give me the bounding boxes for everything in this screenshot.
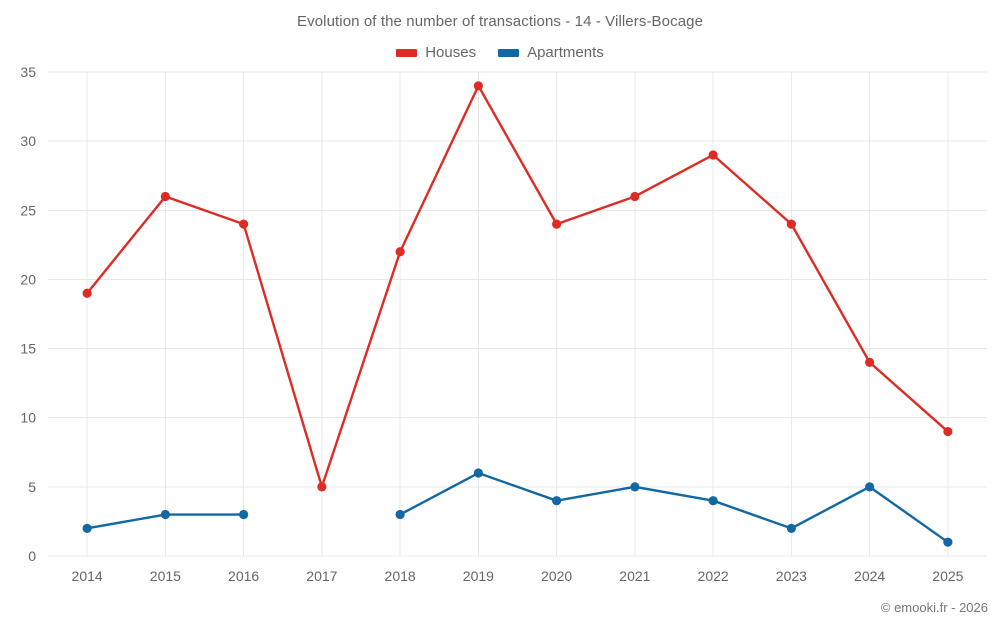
data-point-houses[interactable]	[317, 482, 327, 492]
legend-item-houses[interactable]: Houses	[396, 44, 476, 61]
data-point-apartments[interactable]	[160, 509, 170, 520]
data-point-houses[interactable]	[943, 426, 953, 437]
chart-title: Evolution of the number of transactions …	[296, 13, 704, 30]
x-axis-tick-label: 2024	[854, 568, 885, 584]
x-axis-tick-label: 2022	[698, 568, 729, 584]
y-axis-tick-label: 15	[20, 341, 36, 357]
data-point-apartments[interactable]	[552, 496, 562, 506]
data-point-houses[interactable]	[552, 219, 562, 229]
legend-label-houses: Houses	[425, 44, 477, 61]
data-point-apartments[interactable]	[943, 537, 953, 547]
y-axis-tick-label: 30	[20, 133, 36, 149]
series-line-houses	[85, 84, 950, 489]
data-point-houses[interactable]	[473, 81, 483, 91]
legend-label-apartments: Apartments	[527, 44, 604, 61]
x-axis-tick-label: 2017	[306, 568, 337, 584]
x-axis-tick-label: 2016	[228, 568, 259, 584]
data-point-apartments[interactable]	[708, 496, 718, 506]
x-axis-tick-label: 2019	[463, 568, 494, 584]
data-point-houses[interactable]	[160, 191, 170, 202]
data-point-apartments[interactable]	[630, 482, 640, 492]
data-point-apartments[interactable]	[82, 523, 92, 533]
data-point-houses[interactable]	[630, 191, 640, 202]
data-point-apartments[interactable]	[395, 509, 405, 520]
series-line-apartments	[398, 471, 950, 544]
y-axis-tick-label: 25	[20, 202, 36, 218]
data-point-houses[interactable]	[865, 357, 875, 367]
legend-swatch-apartments	[498, 48, 520, 57]
data-point-houses[interactable]	[82, 288, 92, 298]
data-point-apartments[interactable]	[865, 482, 875, 492]
y-axis-tick-label: 35	[20, 64, 36, 80]
data-point-houses[interactable]	[786, 219, 796, 229]
copyright-credit: © emooki.fr - 2026	[880, 600, 988, 615]
legend-item-apartments[interactable]: Apartments	[498, 44, 604, 61]
x-axis-tick-label: 2015	[150, 568, 181, 584]
data-point-apartments[interactable]	[473, 468, 483, 478]
data-point-houses[interactable]	[239, 219, 249, 229]
x-axis-tick-label: 2025	[932, 568, 963, 584]
y-axis-tick-label: 5	[28, 479, 36, 495]
y-axis-tick-label: 10	[20, 410, 36, 426]
x-axis-tick-label: 2014	[72, 568, 103, 584]
x-axis-tick-label: 2018	[385, 568, 416, 584]
x-axis-tick-label: 2023	[776, 568, 807, 584]
y-axis-tick-label: 20	[20, 271, 36, 287]
data-point-houses[interactable]	[395, 247, 405, 257]
x-axis-tick-label: 2020	[541, 568, 572, 584]
data-point-apartments[interactable]	[239, 509, 249, 520]
y-axis-tick-label: 0	[28, 548, 36, 564]
x-axis-tick-label: 2021	[619, 568, 650, 584]
legend-swatch-houses	[396, 48, 418, 57]
data-point-houses[interactable]	[708, 150, 718, 160]
data-point-apartments[interactable]	[786, 523, 796, 533]
chart-legend: Houses Apartments	[0, 44, 1000, 61]
